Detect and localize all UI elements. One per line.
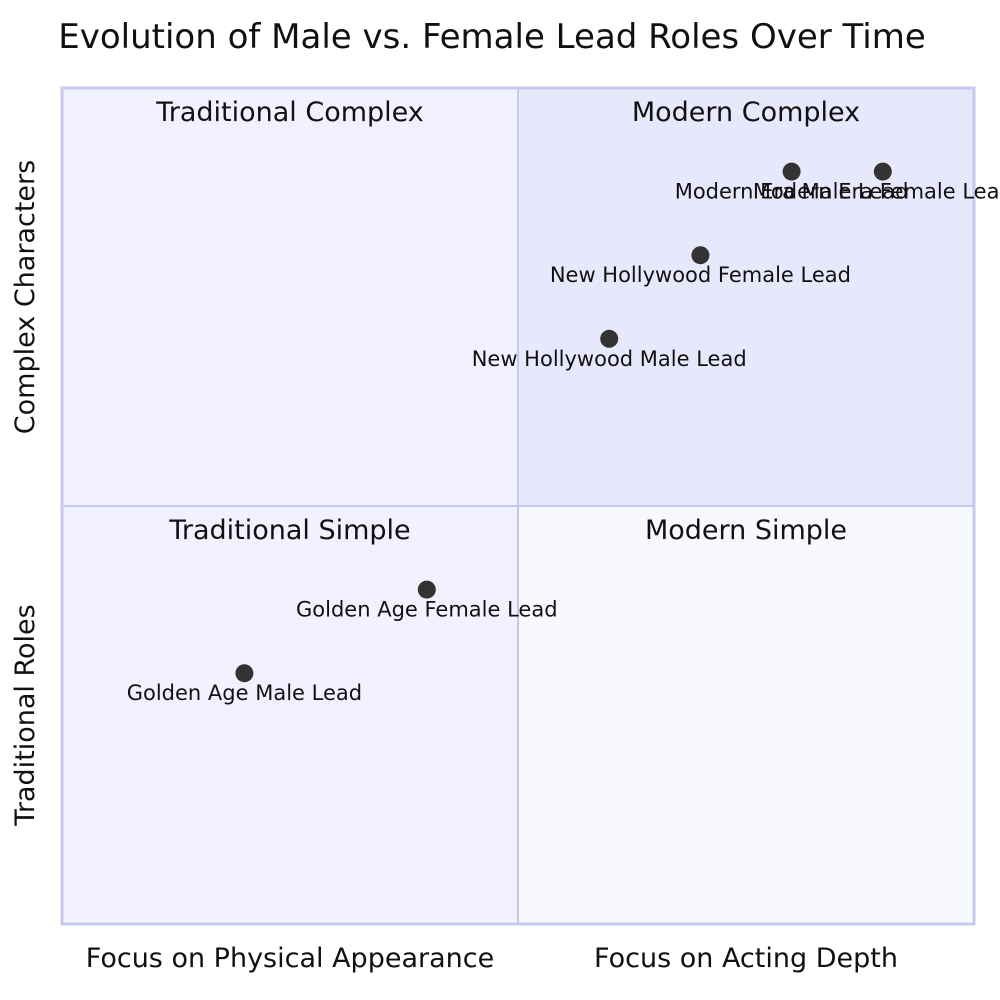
quadrant-label-bottom-right: Modern Simple bbox=[645, 515, 847, 546]
data-point-marker bbox=[782, 162, 801, 181]
data-points: Golden Age Male Lead Golden Age Female Le… bbox=[127, 162, 1000, 705]
chart-title: Evolution of Male vs. Female Lead Roles … bbox=[58, 17, 926, 57]
data-point: New Hollywood Female Lead bbox=[550, 246, 851, 287]
data-point: Golden Age Male Lead bbox=[127, 664, 362, 705]
y-axis-bottom-label: Traditional Roles bbox=[10, 604, 41, 826]
quadrant-top-right bbox=[518, 88, 974, 506]
data-point: Modern Era Female Lead bbox=[753, 162, 1000, 204]
data-point-marker bbox=[417, 580, 436, 599]
quadrant-label-top-right: Modern Complex bbox=[632, 97, 860, 128]
data-point-label: New Hollywood Male Lead bbox=[472, 347, 747, 371]
data-point-label: Golden Age Male Lead bbox=[127, 681, 362, 705]
quadrant-backgrounds bbox=[62, 88, 974, 924]
data-point-label: Golden Age Female Lead bbox=[296, 598, 558, 622]
data-point-label: Modern Era Female Lead bbox=[753, 180, 1000, 204]
quadrant-label-bottom-left: Traditional Simple bbox=[168, 515, 410, 546]
data-point: Golden Age Female Lead bbox=[296, 580, 558, 622]
data-point: Modern Era Male Lead bbox=[675, 162, 909, 204]
data-point: New Hollywood Male Lead bbox=[472, 329, 747, 371]
y-axis-top-label: Complex Characters bbox=[10, 160, 41, 434]
chart-frame bbox=[60, 86, 976, 926]
data-point-label: New Hollywood Female Lead bbox=[550, 263, 851, 287]
data-point-marker bbox=[235, 664, 254, 683]
quadrant-bottom-left bbox=[62, 506, 518, 924]
data-point-marker bbox=[873, 162, 892, 181]
data-point-label: Modern Era Male Lead bbox=[675, 180, 909, 204]
quadrant-label-top-left: Traditional Complex bbox=[155, 97, 424, 128]
quadrant-bottom-right bbox=[518, 506, 974, 924]
quadrant-top-left bbox=[62, 88, 518, 506]
x-axis-left-label: Focus on Physical Appearance bbox=[86, 943, 494, 974]
x-axis-right-label: Focus on Acting Depth bbox=[594, 943, 898, 974]
data-point-marker bbox=[600, 329, 619, 348]
data-point-marker bbox=[691, 246, 710, 265]
